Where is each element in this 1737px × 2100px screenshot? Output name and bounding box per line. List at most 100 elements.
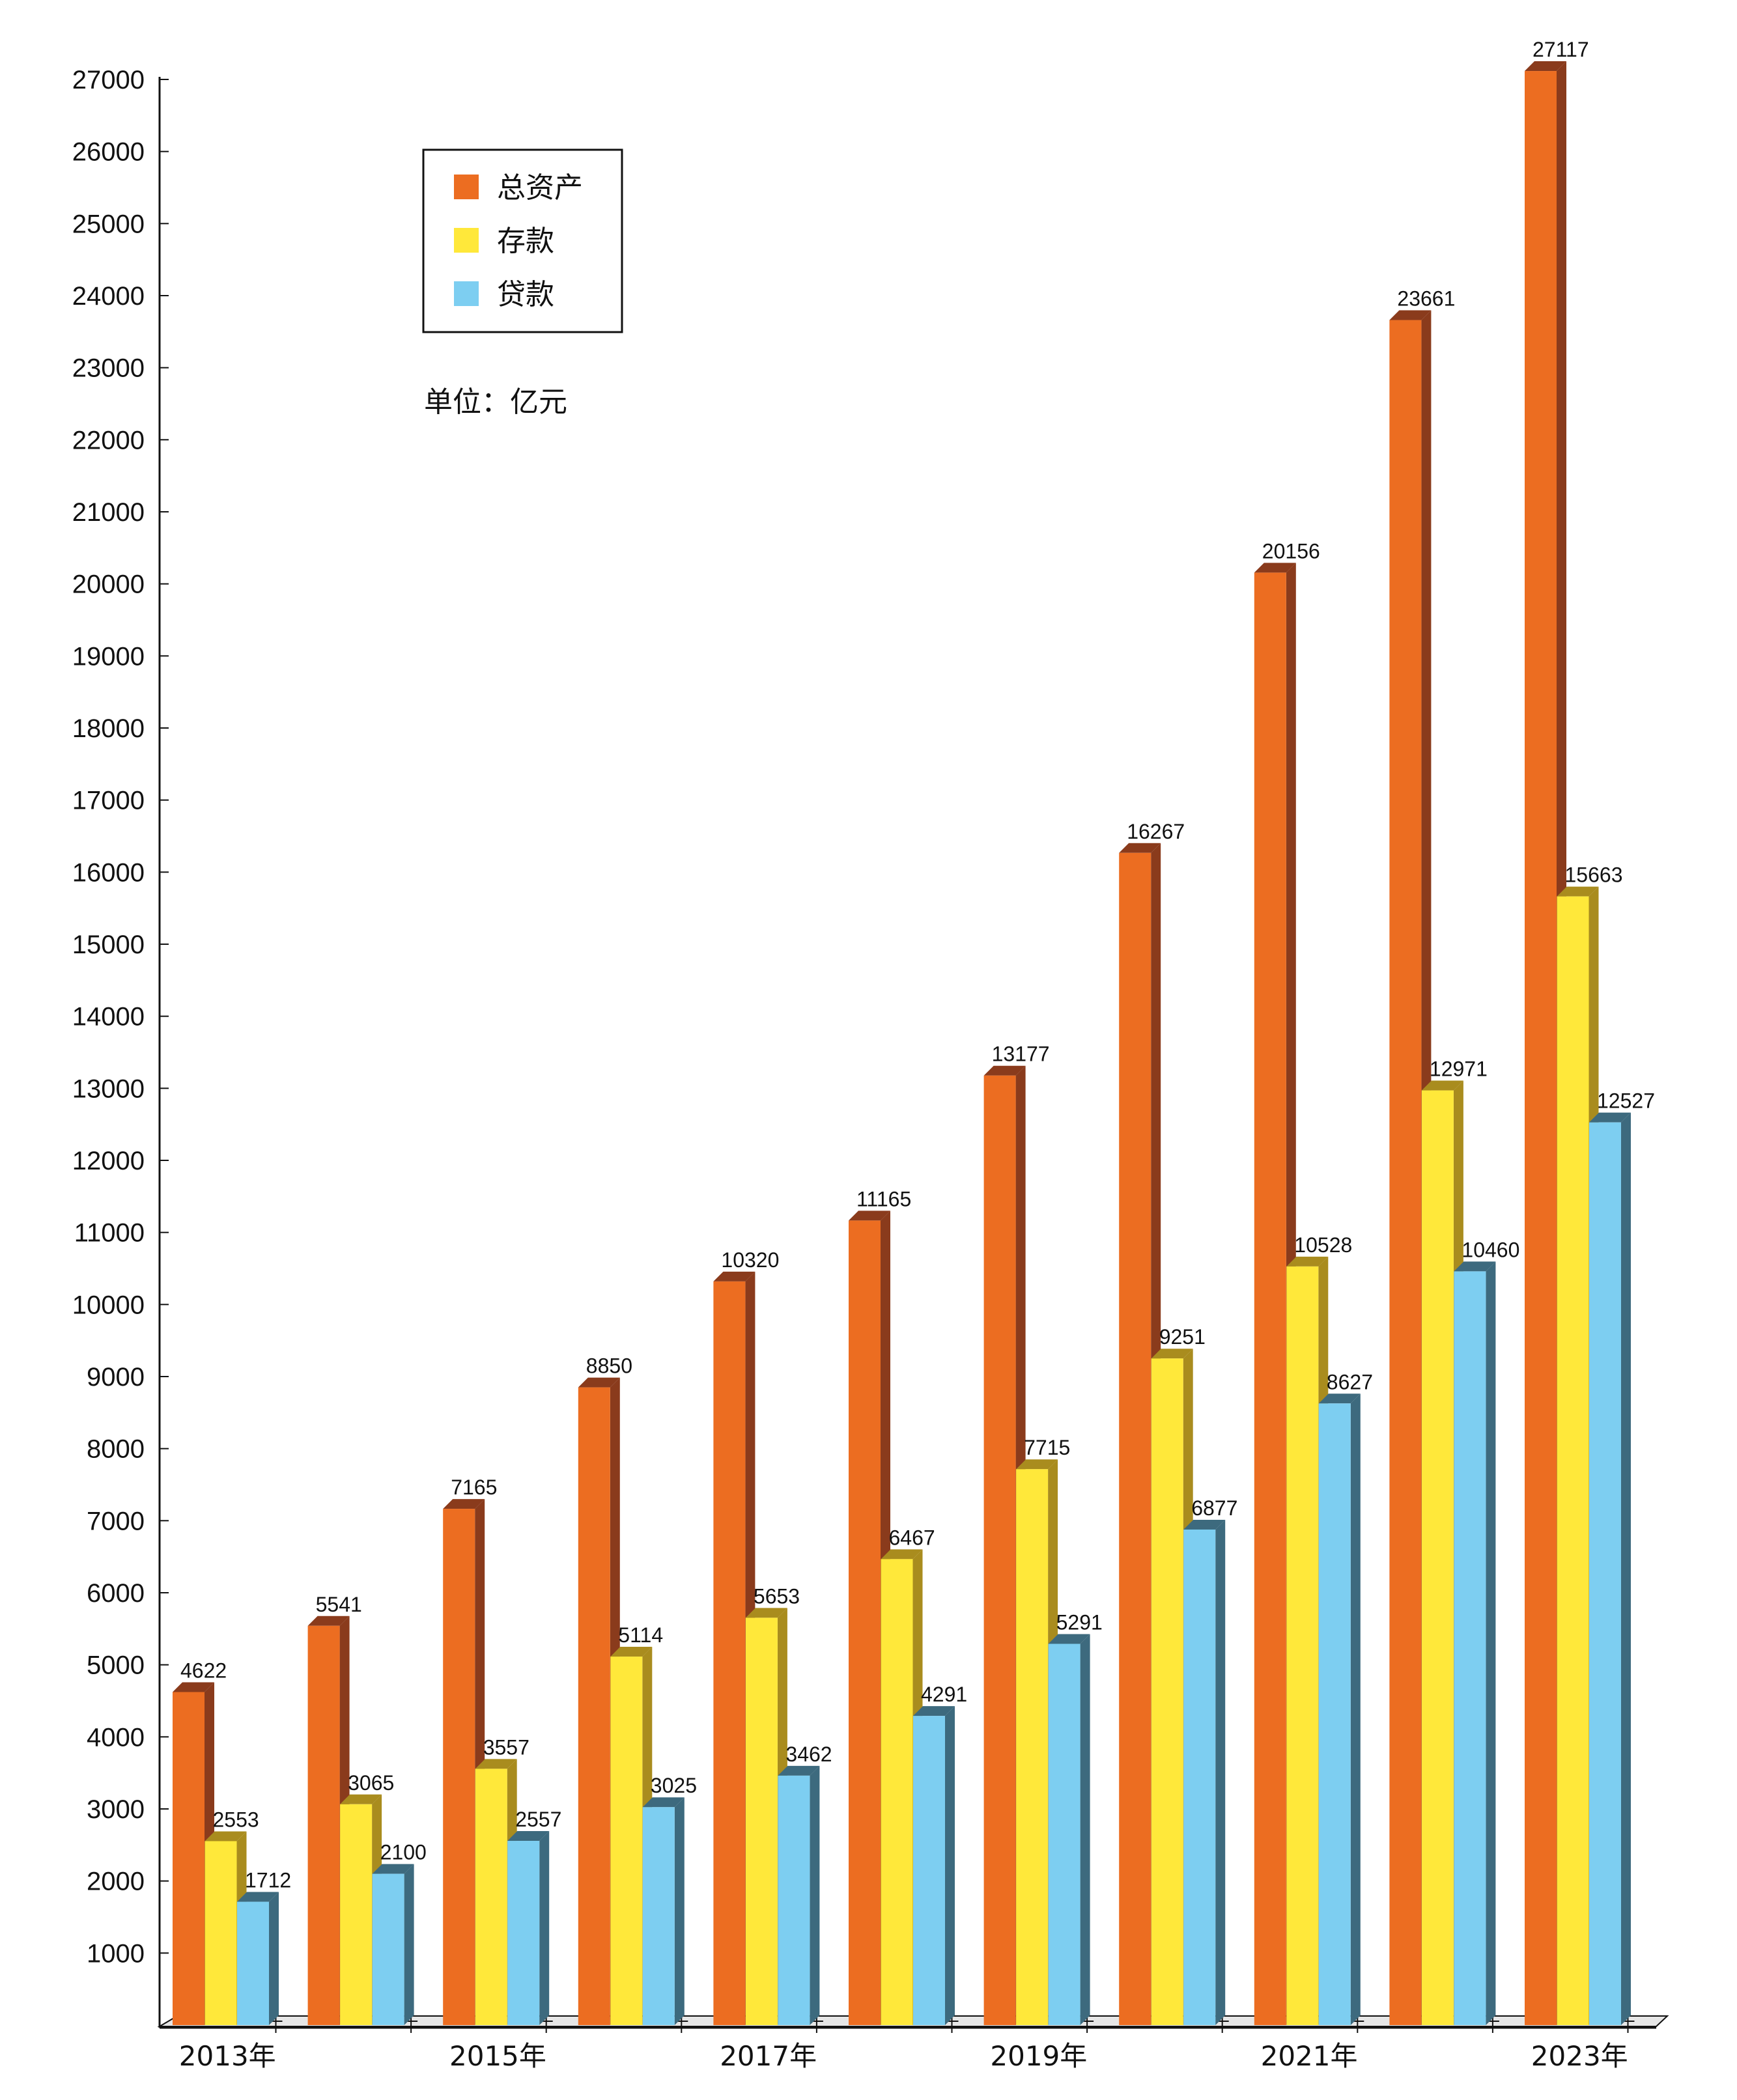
bar-side: [269, 1892, 279, 2025]
bar-side: [1215, 1519, 1226, 2025]
y-tick-label: 9000: [87, 1363, 145, 1392]
bar-loans: [507, 1831, 550, 2025]
bar-front: [849, 1220, 881, 2025]
value-label: 9251: [1159, 1325, 1206, 1349]
value-label: 15663: [1565, 863, 1623, 887]
value-label: 5653: [754, 1584, 800, 1608]
bar-top: [913, 1706, 955, 1716]
y-tick-label: 18000: [72, 714, 145, 743]
bar-top: [745, 1608, 787, 1618]
y-tick-label: 4000: [87, 1723, 145, 1752]
value-label: 27117: [1532, 38, 1589, 61]
bar-front: [173, 1692, 205, 2025]
value-label: 8850: [586, 1354, 632, 1378]
value-label: 16267: [1127, 820, 1185, 843]
bar-top: [307, 1616, 350, 1626]
y-tick-label: 26000: [72, 138, 145, 167]
y-tick-label: 21000: [72, 498, 145, 527]
value-label: 1712: [245, 1869, 291, 1892]
y-tick-label: 2000: [87, 1868, 145, 1896]
legend-label-loans: 贷款: [497, 278, 554, 311]
bar-front: [642, 1807, 675, 2025]
legend-label-assets: 总资产: [497, 171, 583, 204]
x-axis-labels: 2013年 2015年 2017年 2019年 2021年 2023年: [179, 2040, 1628, 2072]
legend-swatch-deposits: [454, 228, 479, 253]
legend-label-deposits: 存款: [497, 225, 554, 258]
x-tick-label: 2023年: [1531, 2040, 1628, 2072]
bar-loans: [1589, 1112, 1631, 2025]
bar-front: [443, 1509, 475, 2025]
value-label: 12527: [1597, 1089, 1655, 1113]
value-label: 20156: [1262, 539, 1320, 563]
bar-front: [913, 1716, 945, 2025]
y-tick-label: 5000: [87, 1651, 145, 1680]
y-tick-label: 1000: [87, 1939, 145, 1968]
bar-top: [1557, 886, 1599, 897]
value-label: 5541: [316, 1593, 362, 1616]
bar-loans: [1318, 1393, 1361, 2025]
bar-front: [1286, 1266, 1319, 2025]
y-tick-label: 3000: [87, 1795, 145, 1824]
bar-top: [1183, 1519, 1226, 1530]
bar-top: [1048, 1634, 1090, 1644]
bar-front: [1151, 1358, 1183, 2025]
bar-top: [881, 1549, 923, 1560]
bar-top: [340, 1794, 382, 1804]
bar-front: [1119, 852, 1151, 2025]
bar-side: [539, 1831, 550, 2025]
value-label: 3065: [348, 1771, 394, 1795]
bar-top: [1119, 843, 1161, 853]
bar-side: [1621, 1112, 1631, 2025]
legend: 总资产 存款 贷款: [422, 148, 623, 333]
bar-top: [205, 1831, 247, 1841]
unit-label: 单位：亿元: [424, 385, 567, 419]
value-labels: 4622 2553 1712 5541 3065 2100 7165 3557 2557 8850…: [180, 38, 1655, 1892]
value-label: 12971: [1430, 1057, 1488, 1081]
chart-axes: 1000 2000 3000 4000 5000 6000 7000 8000 9000 1000…: [72, 66, 169, 2028]
bar-top: [443, 1499, 485, 1509]
bar-loans: [642, 1797, 685, 2025]
bar-top: [1421, 1080, 1463, 1091]
legend-swatch-assets: [454, 175, 479, 199]
bar-top: [610, 1647, 653, 1657]
value-label: 10460: [1462, 1238, 1519, 1261]
bar-front: [778, 1775, 810, 2025]
bar-top: [475, 1759, 517, 1769]
x-tick-label: 2015年: [449, 2040, 546, 2072]
y-tick-label: 20000: [72, 570, 145, 599]
value-label: 2557: [515, 1808, 561, 1831]
bar-top: [1318, 1393, 1361, 1404]
value-label: 2100: [380, 1841, 427, 1864]
bar-top: [1525, 61, 1566, 72]
bar-top: [849, 1211, 890, 1221]
value-label: 23661: [1397, 287, 1455, 311]
value-label: 2553: [213, 1808, 259, 1831]
bar-front: [507, 1841, 540, 2025]
value-label: 3462: [785, 1743, 832, 1766]
bar-front: [1389, 320, 1422, 2025]
bar-loans: [1048, 1634, 1090, 2025]
bar-front: [1557, 896, 1589, 2025]
bar-top: [173, 1682, 214, 1692]
bar-front: [578, 1387, 610, 2025]
bar-front: [1318, 1403, 1351, 2025]
y-tick-label: 22000: [72, 426, 145, 455]
bar-side: [945, 1706, 955, 2025]
bar-front: [1421, 1090, 1454, 2025]
bar-front: [372, 1873, 404, 2025]
bar-loans: [237, 1892, 279, 2025]
y-tick-label: 7000: [87, 1507, 145, 1535]
y-tick-label: 11000: [74, 1219, 145, 1248]
y-tick-label: 17000: [72, 787, 145, 815]
chart-bars: [173, 61, 1631, 2026]
bar-front: [983, 1075, 1016, 2025]
bar-top: [983, 1065, 1026, 1076]
bar-front: [1254, 572, 1286, 2026]
bar-top: [1389, 310, 1432, 320]
y-tick-label: 23000: [72, 354, 145, 383]
bar-front: [1525, 71, 1557, 2025]
bar-side: [1486, 1261, 1496, 2025]
bar-front: [307, 1625, 340, 2025]
value-label: 10528: [1294, 1233, 1352, 1257]
bar-top: [1254, 563, 1296, 573]
